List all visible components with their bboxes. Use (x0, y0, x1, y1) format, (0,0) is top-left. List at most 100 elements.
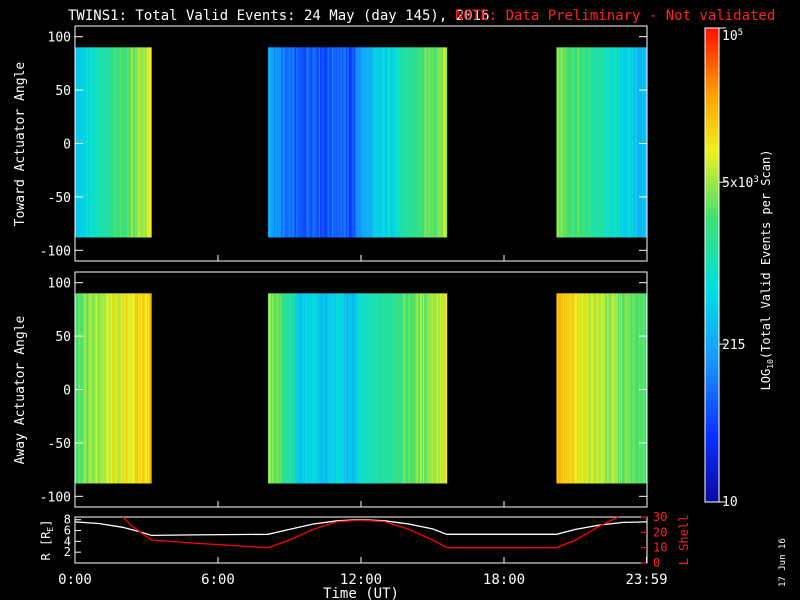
away-column (427, 293, 429, 484)
toward-column (115, 47, 117, 238)
toward-column (582, 47, 584, 238)
away-column (433, 293, 436, 484)
toward-column (581, 47, 583, 238)
away-column (304, 293, 307, 484)
toward-column (91, 47, 93, 238)
away-column (559, 293, 562, 484)
away-column (75, 293, 77, 484)
away-column (385, 293, 387, 484)
toward-column (324, 47, 326, 238)
toward-column (593, 47, 595, 238)
away-column (104, 293, 106, 484)
away-column (376, 293, 378, 484)
colorbar-label-sub: 10 (766, 359, 775, 369)
toward-column (440, 47, 442, 238)
toward-column (286, 47, 288, 238)
away-column (399, 293, 401, 484)
away-column (416, 293, 418, 484)
away-column (324, 293, 326, 484)
away-column (140, 293, 142, 484)
toward-column (407, 47, 410, 238)
away-column (421, 293, 424, 484)
toward-column (78, 47, 80, 238)
away-column (637, 293, 639, 484)
toward-column (575, 47, 578, 238)
away-ytick-label: -100 (40, 490, 71, 505)
away-heatmap (75, 293, 648, 484)
toward-column (342, 47, 345, 238)
away-column (285, 293, 287, 484)
away-column (330, 293, 333, 484)
away-column (615, 293, 618, 484)
toward-column (560, 47, 563, 238)
toward-column (97, 47, 100, 238)
away-column (403, 293, 405, 484)
toward-column (148, 47, 150, 238)
toward-column (301, 47, 304, 238)
lshell-line (122, 516, 619, 549)
toward-column (88, 47, 90, 238)
toward-column (106, 47, 109, 238)
away-column (560, 293, 563, 484)
away-column (558, 293, 561, 484)
away-column (103, 293, 105, 484)
toward-column (84, 47, 87, 238)
away-column (578, 293, 580, 484)
toward-column (124, 47, 126, 238)
away-column (355, 293, 358, 484)
away-column (603, 293, 606, 484)
toward-column (275, 47, 278, 238)
toward-column (416, 47, 418, 238)
away-column (369, 293, 372, 484)
away-column (413, 293, 415, 484)
away-column (575, 293, 578, 484)
toward-column (357, 47, 360, 238)
away-column (597, 293, 599, 484)
away-column (339, 293, 342, 484)
toward-column (96, 47, 99, 238)
away-column (320, 293, 322, 484)
toward-column (401, 47, 403, 238)
away-column (556, 293, 558, 484)
away-column (342, 293, 345, 484)
toward-column (428, 47, 430, 238)
away-column (308, 293, 310, 484)
away-column (563, 293, 566, 484)
toward-column (278, 47, 281, 238)
toward-column (296, 47, 298, 238)
toward-column (569, 47, 571, 238)
away-column (100, 293, 102, 484)
toward-column (281, 47, 283, 238)
toward-column (606, 47, 608, 238)
toward-column (105, 47, 107, 238)
away-column (78, 293, 80, 484)
away-column (276, 293, 279, 484)
toward-column (116, 47, 118, 238)
toward-column (420, 47, 423, 238)
away-column (432, 293, 435, 484)
toward-column (426, 47, 428, 238)
orbit-right-tick-label: 30 (653, 510, 667, 524)
away-column (420, 293, 423, 484)
away-column (133, 293, 136, 484)
toward-column (356, 47, 359, 238)
toward-column (290, 47, 293, 238)
away-column (611, 293, 613, 484)
away-column (333, 293, 335, 484)
toward-column (642, 47, 645, 238)
away-column (336, 293, 338, 484)
away-column (125, 293, 127, 484)
away-column (350, 293, 352, 484)
toward-column (300, 47, 303, 238)
orbit-right-ylabel: L Shell (677, 515, 691, 566)
away-column (434, 293, 437, 484)
away-column (586, 293, 589, 484)
away-column (572, 293, 575, 484)
toward-column (307, 47, 309, 238)
away-column (613, 293, 616, 484)
away-column (414, 293, 416, 484)
toward-column (86, 47, 89, 238)
away-column (316, 293, 319, 484)
toward-column (363, 47, 365, 238)
